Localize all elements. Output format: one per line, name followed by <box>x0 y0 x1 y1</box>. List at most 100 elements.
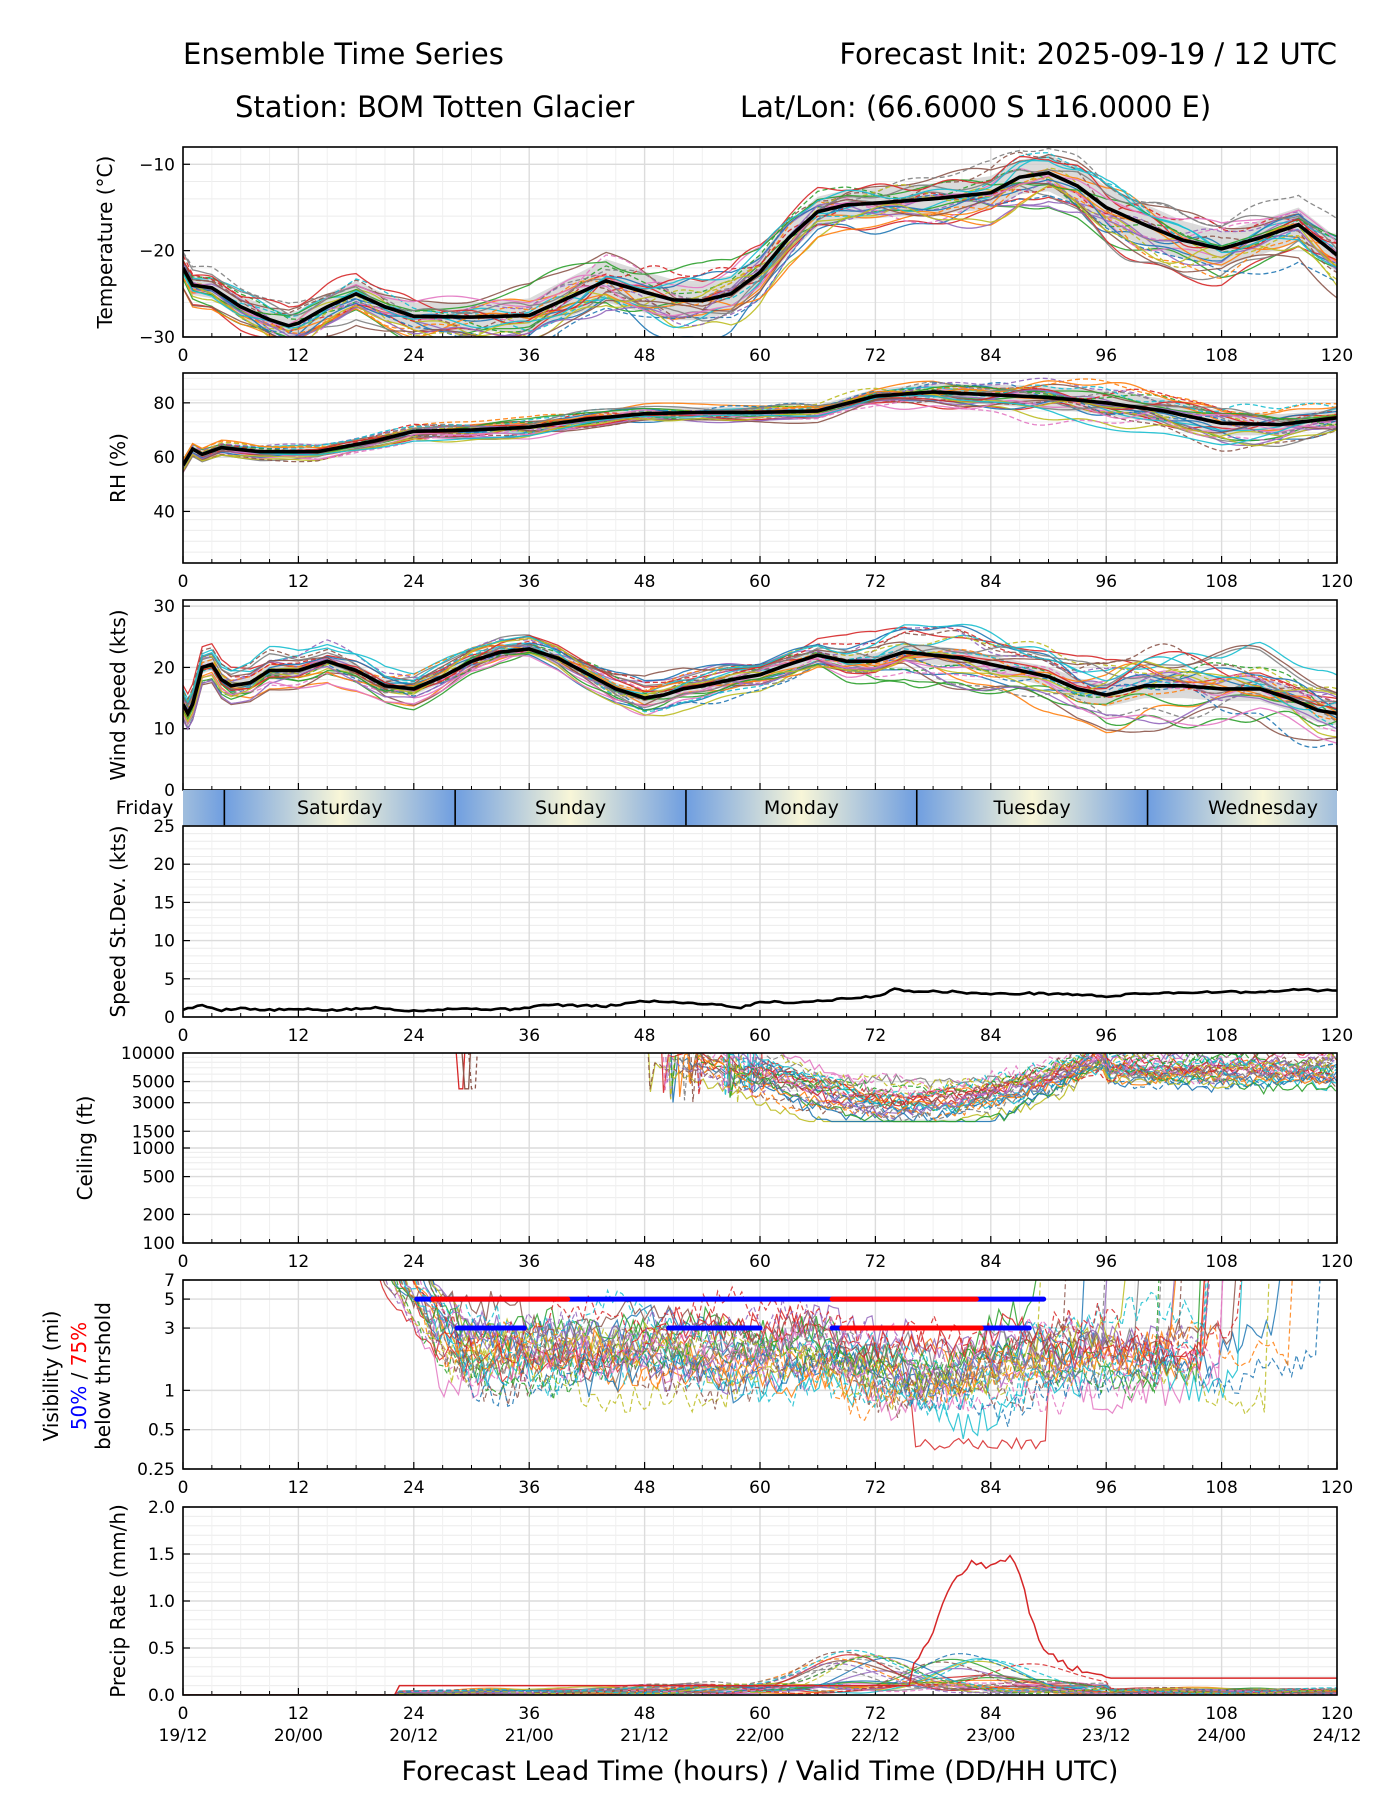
x-tick-label: 72 <box>865 1704 887 1724</box>
ensemble-member-line <box>183 651 1337 729</box>
ylabel-group: Wind Speed (kts) <box>106 609 130 780</box>
day-band-layer <box>183 790 1337 826</box>
x-tick-label: 0 <box>178 1704 189 1724</box>
ensemble-member-line <box>183 178 1337 337</box>
precip-member-line <box>183 1654 1337 1695</box>
y-tick-label: 80 <box>153 394 175 414</box>
x-tick-label: 96 <box>1095 1704 1117 1724</box>
ensemble-member-line <box>183 151 1337 331</box>
ensemble-layer <box>183 377 1337 474</box>
ensemble-member-line <box>183 377 1337 463</box>
x-tick-label: 0 <box>178 1478 189 1498</box>
x-tick-label: 84 <box>980 1252 1002 1272</box>
y-tick-label: 25 <box>153 817 175 837</box>
x-tick-label: 84 <box>980 346 1002 366</box>
wind-speed-panel: 0 10 20 30 Wind Speed (kts) <box>106 597 1338 801</box>
x-tick-label: 96 <box>1095 1478 1117 1498</box>
figure-header: Ensemble Time Series Forecast Init: 2025… <box>183 37 1337 124</box>
y-tick-label: 1.0 <box>148 1592 175 1612</box>
x-tick-label: 48 <box>634 572 656 592</box>
spread-band <box>183 383 1337 470</box>
vis-ylabel-suffix: below thrshold <box>91 1302 115 1450</box>
x-tick-label: 72 <box>865 1026 887 1046</box>
ensemble-member-line <box>183 184 1337 337</box>
y-tick-label: 20 <box>153 658 175 678</box>
panel-border <box>182 372 1338 564</box>
day-band <box>183 790 225 826</box>
y-tick-label: 1000 <box>132 1139 175 1159</box>
y-tick-label: 40 <box>153 502 175 522</box>
y-tick-label: 0.25 <box>137 1460 175 1480</box>
x-tick-label: 96 <box>1095 346 1117 366</box>
vis-suffix-group: below thrshold <box>91 1302 115 1450</box>
valid-time-label: 22/12 <box>851 1726 900 1746</box>
x-tick-label: 120 <box>1321 1252 1353 1272</box>
day-label: Tuesday <box>992 797 1070 819</box>
ceiling-member-line <box>461 1053 472 1090</box>
x-tick-label: 36 <box>518 1478 540 1498</box>
y-tick-label: 500 <box>143 1168 175 1188</box>
y-tick-label: 0 <box>164 1008 175 1028</box>
day-label: Monday <box>764 797 839 819</box>
x-tick-label: 108 <box>1205 1704 1237 1724</box>
ensemble-mean-line <box>183 390 1337 467</box>
precip_rate-ylabel: Precip Rate (mm/h) <box>106 1504 130 1698</box>
ceiling-member-line <box>749 1053 1335 1103</box>
ensemble-member-line <box>183 387 1337 466</box>
x-tick-label: 84 <box>980 572 1002 592</box>
ensemble-member-line <box>183 388 1337 465</box>
vis-ylabel: Visibility (mi) <box>39 1311 63 1442</box>
y-tick-label: 0.0 <box>148 1686 175 1706</box>
x-tick-label: 108 <box>1205 572 1237 592</box>
ceiling-member-line <box>682 1053 1334 1120</box>
precip-member-line <box>183 1649 1337 1695</box>
x-tick-label: 60 <box>749 1478 771 1498</box>
x-tick-label: 24 <box>403 1252 425 1272</box>
x-tick-label: 72 <box>865 1252 887 1272</box>
valid-time-label: 21/00 <box>505 1726 554 1746</box>
panel-border <box>182 1279 1338 1470</box>
ylabel-group: Temperature (°C) <box>93 156 117 330</box>
x-tick-label: 48 <box>634 1252 656 1272</box>
x-tick-label: 24 <box>403 1478 425 1498</box>
x-tick-label: 48 <box>634 346 656 366</box>
ensemble-member-line <box>183 623 1337 711</box>
rh-ylabel: RH (%) <box>106 433 130 503</box>
day-band <box>685 790 917 826</box>
rh-panel: 40 60 80 0 12 24 36 48 60 72 84 96 108 120 RH (%) <box>106 372 1353 592</box>
x-tick-label: 60 <box>749 572 771 592</box>
panel-border <box>182 825 1338 1018</box>
ylabel-group: Speed St.Dev. (kts) <box>106 825 130 1017</box>
panel-border <box>182 1052 1338 1244</box>
ensemble-member-line <box>183 185 1337 337</box>
x-tick-label: 108 <box>1205 1026 1237 1046</box>
precip-member-line <box>183 1682 1337 1695</box>
x-tick-label: 36 <box>518 1704 540 1724</box>
x-tick-label: 84 <box>980 1026 1002 1046</box>
y-tick-label: 100 <box>143 1234 175 1254</box>
x-tick-label: 96 <box>1095 572 1117 592</box>
temperature-ylabel: Temperature (°C) <box>93 156 117 330</box>
day-band <box>455 790 686 826</box>
ceiling-layer <box>455 1053 1337 1123</box>
y-tick-label: 30 <box>153 597 175 617</box>
x-tick-label: 84 <box>980 1704 1002 1724</box>
visibility-member-line <box>413 1280 1177 1406</box>
y-tick-label: 10000 <box>121 1044 175 1064</box>
x-tick-label: 108 <box>1205 1252 1237 1272</box>
visibility-member-line <box>432 1280 1321 1427</box>
x-tick-label: 48 <box>634 1478 656 1498</box>
x-tick-label: 120 <box>1321 346 1353 366</box>
valid-time-label: 21/12 <box>620 1726 669 1746</box>
x-tick-label: 96 <box>1095 1026 1117 1046</box>
ceiling-ylabel: Ceiling (ft) <box>73 1096 97 1201</box>
x-tick-label: 24 <box>403 572 425 592</box>
day-label: Friday <box>116 797 174 819</box>
x-tick-label: 60 <box>749 1026 771 1046</box>
y-tick-label: 5 <box>164 970 175 990</box>
ensemble-member-line <box>183 167 1337 328</box>
ceiling-member-line <box>722 1053 1337 1102</box>
x-axis-label: Forecast Lead Time (hours) / Valid Time … <box>402 1756 1119 1787</box>
ensemble-member-line <box>183 152 1337 332</box>
